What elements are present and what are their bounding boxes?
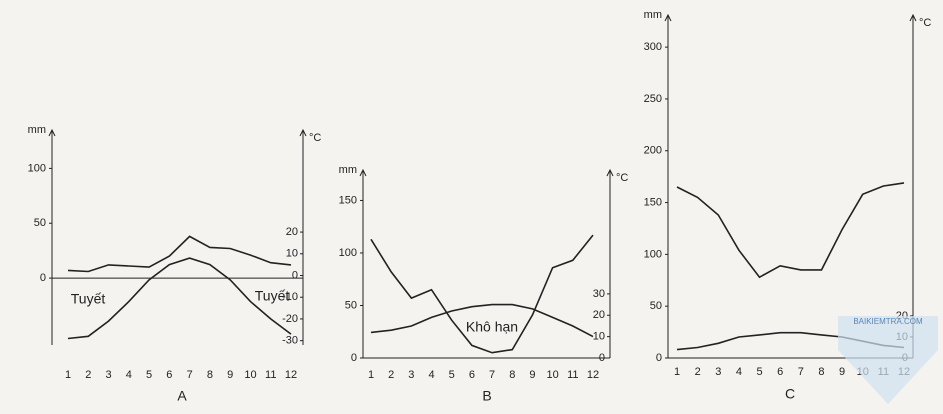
temperature-line: [370, 303, 594, 338]
y-tick-label: 250: [644, 93, 662, 105]
x-tick-label: 4: [126, 369, 132, 381]
y2-tick-label: -10: [282, 291, 298, 303]
y-tick-label: 50: [34, 217, 46, 229]
x-tick-label: 8: [818, 366, 824, 378]
y-tick-label: 300: [644, 41, 662, 53]
y-axis-label: mm: [644, 9, 662, 21]
y-tick-label: 0: [40, 272, 46, 284]
y2-axis-label: °C: [309, 132, 321, 144]
x-tick-label: 3: [105, 369, 111, 381]
panel-label: C: [785, 386, 795, 402]
precipitation-line: [67, 235, 292, 273]
x-tick-label: 4: [428, 369, 434, 381]
x-tick-label: 7: [187, 369, 193, 381]
y-tick-label: 150: [339, 194, 357, 206]
axis-arrow: [299, 128, 307, 137]
x-tick-label: 11: [265, 369, 276, 381]
x-tick-label: 12: [285, 369, 297, 381]
x-tick-label: 6: [469, 369, 475, 381]
y-axis-label: mm: [339, 164, 357, 176]
x-tick-label: 2: [695, 366, 701, 378]
axis-arrow: [909, 13, 917, 22]
x-tick-label: 4: [736, 366, 742, 378]
annotation: Tuyết: [255, 288, 290, 304]
x-tick-label: 2: [388, 369, 394, 381]
x-tick-label: 2: [85, 369, 91, 381]
annotation: Khô hạn: [466, 319, 518, 335]
y2-tick-label: -30: [282, 335, 298, 347]
y2-tick-label: 30: [593, 288, 605, 300]
y-tick-label: 100: [644, 248, 662, 260]
axis-arrow: [359, 168, 367, 177]
x-tick-label: 1: [368, 369, 374, 381]
x-tick-label: 10: [244, 369, 256, 381]
watermark-text: BAIKIEMTRA.COM: [853, 317, 923, 326]
x-tick-label: 6: [166, 369, 172, 381]
x-tick-label: 7: [798, 366, 804, 378]
axis-arrow: [606, 168, 614, 177]
watermark: BAIKIEMTRA.COM: [838, 316, 938, 404]
temperature-line: [67, 257, 292, 340]
x-tick-label: 1: [674, 366, 680, 378]
y2-tick-label: 20: [593, 309, 605, 321]
y2-axis-label: °C: [616, 172, 628, 184]
x-tick-label: 12: [587, 369, 599, 381]
x-tick-label: 9: [227, 369, 233, 381]
x-tick-label: 6: [777, 366, 783, 378]
y2-tick-label: 10: [593, 331, 605, 343]
x-tick-label: 3: [715, 366, 721, 378]
y2-tick-label: 10: [286, 248, 298, 260]
annotation: Tuyết: [71, 291, 106, 307]
x-tick-label: 8: [509, 369, 515, 381]
x-tick-label: 3: [408, 369, 414, 381]
y-tick-label: 200: [644, 145, 662, 157]
y-tick-label: 100: [28, 162, 46, 174]
y-tick-label: 150: [644, 196, 662, 208]
x-tick-label: 8: [207, 369, 213, 381]
y-tick-label: 0: [656, 352, 662, 364]
x-tick-label: 7: [489, 369, 495, 381]
y-tick-label: 50: [650, 300, 662, 312]
panel-label: B: [482, 388, 491, 404]
x-tick-label: 11: [567, 369, 578, 381]
y-tick-label: 50: [345, 299, 357, 311]
x-tick-label: 5: [756, 366, 762, 378]
x-tick-label: 5: [146, 369, 152, 381]
axis-arrow: [664, 13, 672, 22]
axis-arrow: [48, 128, 56, 137]
x-tick-label: 10: [547, 369, 559, 381]
x-tick-label: 9: [839, 366, 845, 378]
x-tick-label: 9: [529, 369, 535, 381]
y2-tick-label: 0: [599, 352, 605, 364]
x-tick-label: 5: [449, 369, 455, 381]
y2-axis-label: °C: [919, 17, 931, 29]
precipitation-line: [676, 182, 905, 279]
x-tick-label: 1: [65, 369, 71, 381]
y-axis-label: mm: [28, 124, 46, 136]
y2-tick-label: 20: [286, 226, 298, 238]
y2-tick-label: -20: [282, 313, 298, 325]
precipitation-line: [370, 234, 594, 354]
y2-tick-label: 0: [292, 269, 298, 281]
y-tick-label: 0: [351, 352, 357, 364]
panel-label: A: [177, 388, 187, 404]
y-tick-label: 100: [339, 247, 357, 259]
